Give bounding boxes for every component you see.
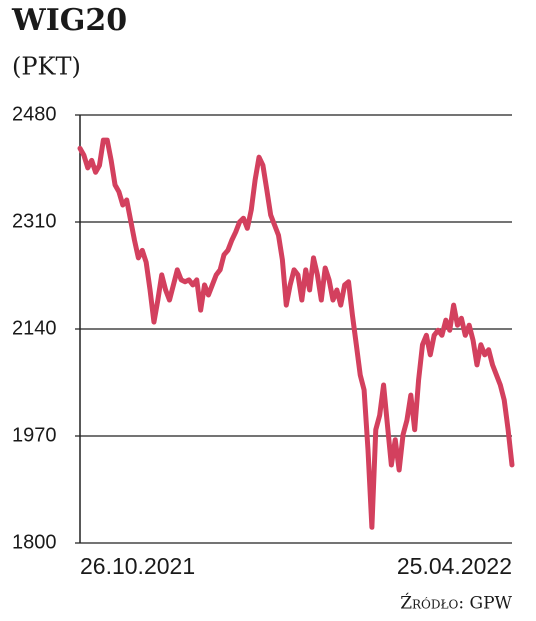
x-tick-label: 25.04.2022 (397, 553, 512, 579)
y-tick-label: 2310 (12, 210, 57, 232)
chart-subtitle: (PKT) (12, 53, 81, 81)
y-tick-label: 1970 (12, 424, 57, 446)
y-tick-label: 2140 (12, 317, 57, 339)
x-tick-label: 26.10.2021 (80, 553, 195, 579)
chart-title: WIG20 (11, 3, 127, 38)
y-tick-label: 1800 (12, 531, 57, 553)
y-tick-label: 2480 (12, 103, 57, 125)
source: Źródło: GPW (400, 593, 512, 614)
line-series (77, 137, 515, 530)
